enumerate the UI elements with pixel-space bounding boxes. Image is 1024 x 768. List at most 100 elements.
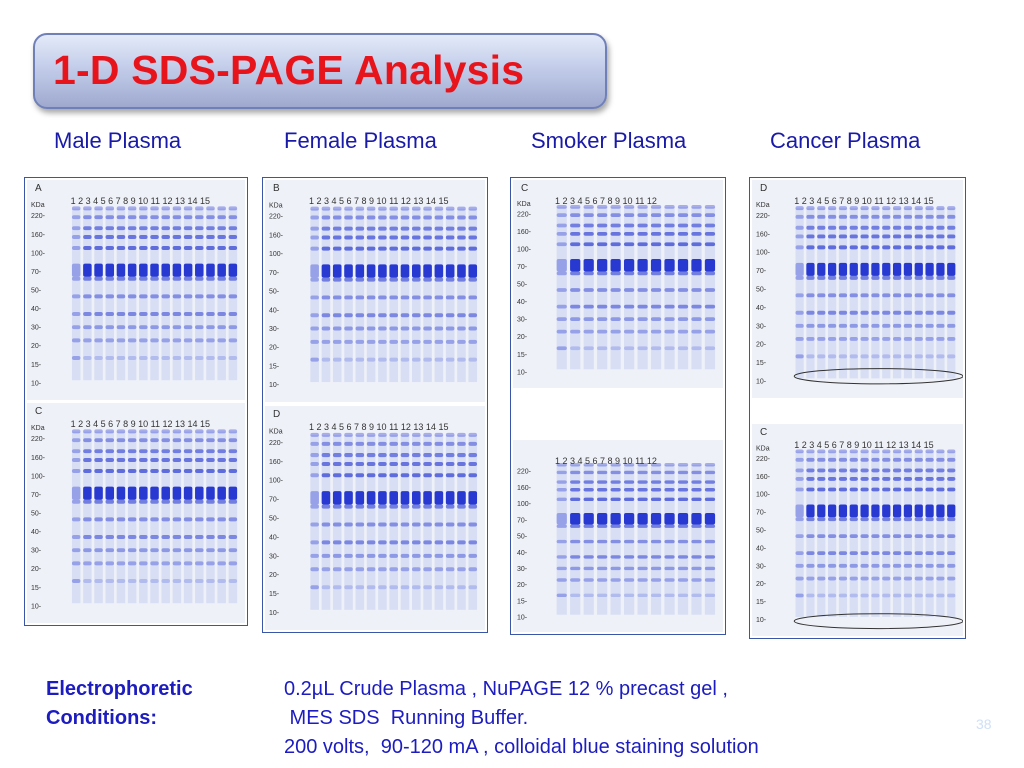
protein-band — [183, 226, 193, 231]
gel-lane — [195, 208, 204, 381]
protein-band — [947, 551, 956, 556]
protein-band — [344, 326, 353, 331]
gel-lane — [838, 451, 848, 617]
protein-band — [610, 480, 621, 484]
protein-band — [925, 323, 934, 328]
protein-band — [556, 488, 567, 492]
protein-band — [228, 458, 238, 462]
protein-band — [116, 438, 126, 443]
mw-marker-label: 160- — [756, 474, 771, 481]
protein-band — [94, 338, 103, 343]
protein-band — [914, 234, 923, 239]
protein-band — [806, 262, 815, 276]
protein-band — [570, 539, 581, 544]
protein-band — [849, 275, 858, 280]
protein-band — [691, 232, 702, 236]
protein-band — [817, 593, 826, 598]
protein-band — [691, 470, 702, 475]
protein-band — [127, 235, 137, 239]
protein-band — [795, 214, 804, 219]
protein-band — [183, 215, 193, 220]
protein-band — [83, 312, 92, 316]
protein-band — [457, 313, 466, 318]
protein-band — [827, 354, 837, 359]
protein-band — [172, 517, 182, 522]
protein-band — [677, 213, 689, 218]
protein-band — [817, 576, 826, 581]
gel-lane — [583, 207, 594, 370]
protein-band — [344, 357, 353, 362]
protein-band — [892, 275, 902, 280]
protein-band — [892, 563, 902, 568]
protein-band — [623, 555, 635, 559]
protein-band — [195, 449, 204, 454]
mw-marker-label: 15- — [756, 360, 767, 367]
protein-band — [400, 567, 410, 572]
protein-band — [217, 548, 226, 553]
protein-band — [116, 294, 126, 299]
protein-band — [434, 522, 444, 527]
protein-band — [150, 276, 159, 281]
protein-band — [172, 276, 182, 281]
protein-band — [161, 438, 170, 443]
protein-band — [637, 317, 648, 322]
protein-band — [217, 226, 226, 231]
gel-lane — [445, 435, 455, 610]
protein-band — [105, 215, 115, 220]
protein-band — [637, 346, 648, 351]
protein-band — [570, 213, 581, 218]
gel-lane — [610, 207, 621, 370]
protein-band — [849, 576, 858, 581]
protein-band — [849, 225, 858, 230]
protein-band — [947, 534, 956, 539]
protein-band — [597, 213, 608, 218]
gel-lane — [310, 435, 319, 610]
protein-band — [610, 539, 621, 544]
protein-band — [344, 453, 353, 458]
gel-lane — [947, 208, 956, 379]
protein-band — [691, 304, 702, 309]
protein-band — [860, 336, 869, 341]
protein-band — [183, 449, 193, 454]
protein-band — [228, 579, 238, 583]
gel-lane — [838, 208, 848, 379]
protein-band — [704, 566, 716, 571]
protein-band — [610, 555, 621, 559]
protein-band — [925, 262, 934, 276]
gel-lane — [664, 207, 675, 370]
protein-band — [677, 223, 689, 228]
protein-band — [423, 326, 432, 331]
protein-band — [321, 226, 331, 231]
protein-band — [691, 593, 702, 598]
protein-band — [71, 579, 81, 583]
protein-band — [827, 517, 837, 522]
mw-marker-label: 220- — [517, 211, 532, 218]
protein-band — [903, 593, 913, 598]
protein-band — [139, 548, 148, 553]
protein-band — [583, 223, 594, 228]
protein-band — [217, 312, 226, 316]
lane-numbers: 1 2 3 4 5 6 7 8 9 10 11 12 13 14 15 — [309, 196, 448, 206]
protein-band — [139, 263, 148, 277]
protein-band — [445, 462, 455, 467]
mw-marker-label: 20- — [517, 334, 528, 341]
protein-band — [597, 259, 608, 272]
protein-band — [882, 487, 891, 492]
protein-band — [355, 540, 365, 545]
column-header-cancer: Cancer Plasma — [770, 128, 921, 153]
protein-band — [423, 206, 432, 211]
protein-band — [860, 593, 869, 598]
protein-band — [457, 246, 466, 251]
protein-band — [871, 214, 880, 219]
protein-band — [139, 458, 148, 462]
protein-band — [228, 325, 238, 330]
mw-marker-label: 15- — [517, 352, 528, 359]
protein-band — [161, 276, 170, 281]
mw-marker-label: 220- — [31, 436, 46, 443]
protein-band — [150, 312, 159, 316]
mw-marker-label: 30- — [31, 325, 42, 332]
protein-band — [806, 457, 815, 462]
protein-band — [400, 226, 410, 231]
gel-lane — [871, 451, 880, 617]
protein-band — [860, 563, 869, 568]
